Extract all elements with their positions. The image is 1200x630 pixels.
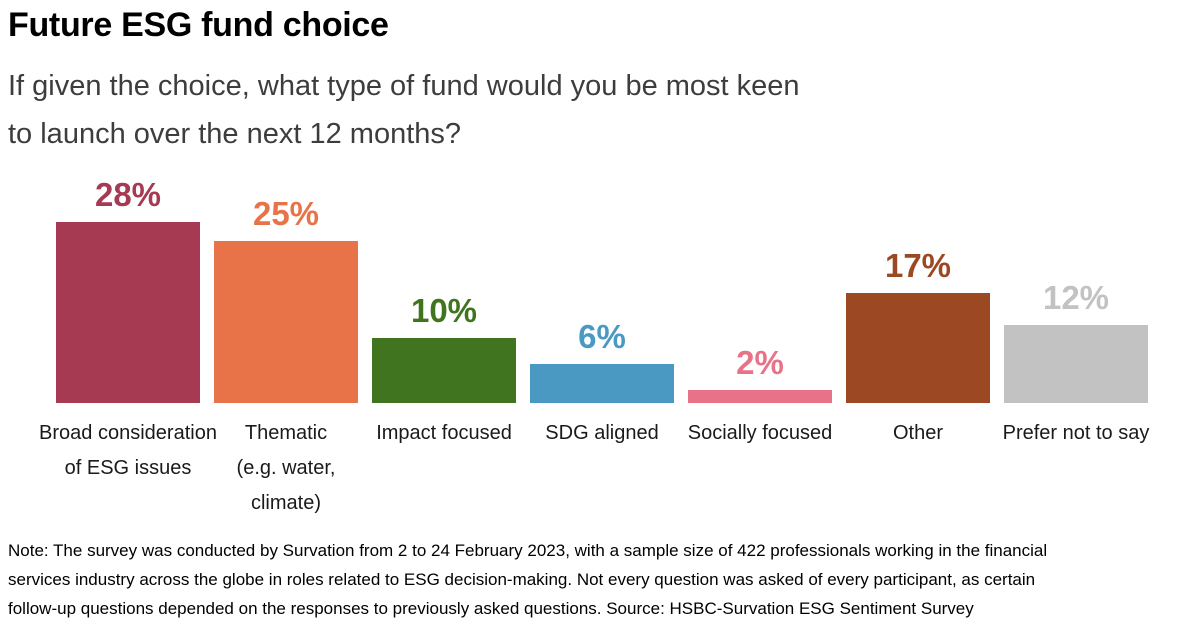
bar-value-label: 2% [736, 344, 784, 381]
category-label-cell: Prefer not to say [1003, 416, 1150, 526]
category-label: Other [802, 416, 1034, 451]
bar-value-label: 25% [252, 195, 320, 232]
bar-column: 6% [530, 318, 674, 403]
bar-value-label: 10% [410, 292, 478, 329]
bar-column: 10% [372, 292, 516, 403]
bar-value-label: 6% [578, 318, 626, 355]
chart-subtitle-line-1: If given the choice, what type of fund w… [8, 70, 800, 102]
category-label-line: (e.g. water, [236, 457, 336, 479]
category-label: Thematic (e.g. water, climate) [170, 416, 402, 521]
bar-column: 25% [214, 195, 358, 403]
bar-value-label: 17% [884, 247, 952, 284]
bar [372, 338, 516, 403]
category-label-line: SDG aligned [545, 422, 659, 444]
category-label-cell: Impact focused [372, 416, 516, 526]
category-label: Impact focused [328, 416, 560, 451]
category-label-cell: Thematic (e.g. water, climate) [214, 416, 358, 526]
bar [846, 293, 990, 403]
bar-column: 17% [846, 247, 990, 403]
chart-subtitle-line-2: to launch over the next 12 months? [8, 118, 462, 150]
category-label: Socially focused [644, 416, 876, 451]
footnote-line-3: follow-up questions depended on the resp… [8, 599, 974, 618]
category-label-line: Thematic [244, 422, 328, 444]
category-label: Broad consideration of ESG issues [12, 416, 244, 486]
bar-column: 2% [688, 344, 832, 403]
chart-subtitle: If given the choice, what type of fund w… [8, 62, 800, 158]
page-title: Future ESG fund choice [8, 6, 389, 44]
category-label-cell: Socially focused [688, 416, 833, 526]
footnote-line-1: Note: The survey was conducted by Survat… [8, 541, 1048, 560]
footnote: Note: The survey was conducted by Survat… [8, 536, 1047, 623]
category-label-cell: SDG aligned [530, 416, 674, 526]
bar-column: 12% [1004, 279, 1148, 403]
category-label-cell: Broad consideration of ESG issues [39, 416, 217, 526]
category-label-line: Broad consideration [39, 422, 217, 444]
bar [56, 222, 200, 403]
bar [530, 364, 674, 403]
bar-value-label: 12% [1042, 279, 1110, 316]
category-label-line: of ESG issues [64, 457, 192, 479]
bar [214, 241, 358, 403]
category-label-row: Broad consideration of ESG issues Thematic… [39, 416, 1150, 526]
bar [1004, 325, 1148, 403]
category-label: Prefer not to say [960, 416, 1192, 451]
category-label-line: Socially focused [687, 422, 833, 444]
bar-chart: 28% 25% 10% 6% 2% 17% 12% [56, 176, 1148, 403]
category-label-line: Prefer not to say [1002, 422, 1150, 444]
category-label-cell: Other [846, 416, 990, 526]
category-label-line: Other [892, 422, 944, 444]
category-label-line: Impact focused [376, 422, 512, 444]
category-label-line: climate) [250, 492, 321, 514]
category-label: SDG aligned [486, 416, 718, 451]
bar-value-label: 28% [94, 176, 162, 213]
bar [688, 390, 832, 403]
footnote-line-2: services industry across the globe in ro… [8, 570, 1036, 589]
bar-column: 28% [56, 176, 200, 403]
